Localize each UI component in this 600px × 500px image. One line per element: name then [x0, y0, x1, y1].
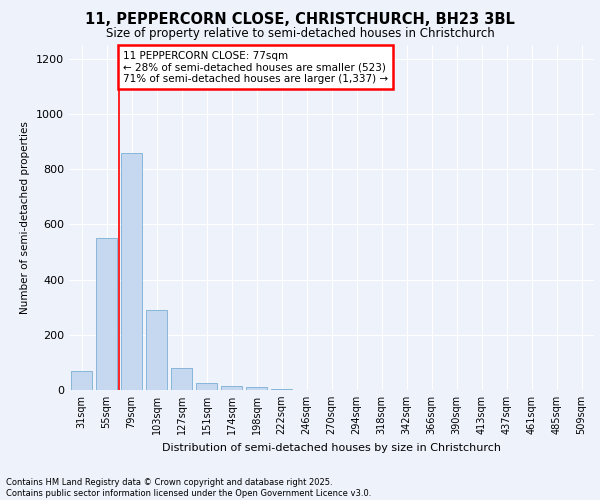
Bar [71, 370, 92, 390]
X-axis label: Distribution of semi-detached houses by size in Christchurch: Distribution of semi-detached houses by … [162, 442, 501, 452]
Bar [221, 386, 242, 390]
Bar [171, 368, 192, 390]
Bar [246, 387, 267, 390]
Text: 11, PEPPERCORN CLOSE, CHRISTCHURCH, BH23 3BL: 11, PEPPERCORN CLOSE, CHRISTCHURCH, BH23… [85, 12, 515, 28]
Text: 11 PEPPERCORN CLOSE: 77sqm
← 28% of semi-detached houses are smaller (523)
71% o: 11 PEPPERCORN CLOSE: 77sqm ← 28% of semi… [123, 50, 388, 84]
Y-axis label: Number of semi-detached properties: Number of semi-detached properties [20, 121, 31, 314]
Bar [196, 383, 217, 390]
Text: Contains HM Land Registry data © Crown copyright and database right 2025.
Contai: Contains HM Land Registry data © Crown c… [6, 478, 371, 498]
Bar [121, 152, 142, 390]
Bar [271, 389, 292, 390]
Text: Size of property relative to semi-detached houses in Christchurch: Size of property relative to semi-detach… [106, 28, 494, 40]
Bar [96, 238, 117, 390]
Bar [146, 310, 167, 390]
